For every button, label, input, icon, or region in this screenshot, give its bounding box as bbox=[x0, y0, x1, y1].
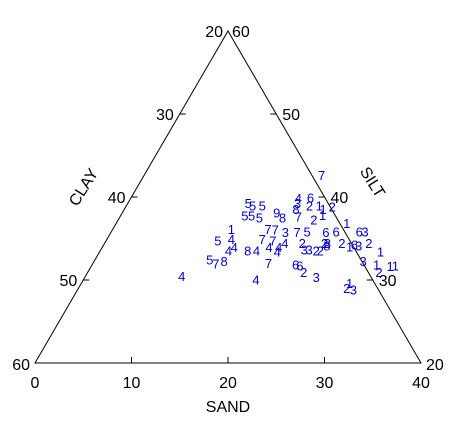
tick-labels: 0 10 20 30 40 60 50 40 30 20 60 50 40 30 20 bbox=[12, 24, 444, 392]
data-point: 1 bbox=[386, 259, 393, 274]
sand-tick-label: 10 bbox=[123, 375, 141, 392]
data-point: 6 bbox=[307, 190, 314, 205]
data-point: 4 bbox=[178, 269, 185, 284]
data-point: 2 bbox=[321, 236, 328, 251]
data-point: 1 bbox=[373, 258, 380, 273]
data-point: 3 bbox=[313, 270, 320, 285]
data-point: 9 bbox=[273, 205, 280, 220]
data-point: 7 bbox=[212, 257, 219, 272]
data-point: 5 bbox=[214, 234, 221, 249]
data-point: 4 bbox=[252, 273, 259, 288]
data-point: 1 bbox=[316, 199, 323, 214]
clay-tick-label: 60 bbox=[12, 357, 30, 374]
data-point: 3 bbox=[294, 196, 301, 211]
data-point: 1 bbox=[377, 244, 384, 259]
data-point: 5 bbox=[241, 209, 248, 224]
data-point: 5 bbox=[259, 199, 266, 214]
sand-tick-label: 40 bbox=[412, 375, 430, 392]
data-point: 2 bbox=[365, 236, 372, 251]
data-point: 1 bbox=[228, 222, 235, 237]
data-point: 2 bbox=[299, 236, 306, 251]
clay-tick-label: 20 bbox=[205, 24, 223, 41]
data-point: 6 bbox=[332, 224, 339, 239]
data-point: 2 bbox=[329, 200, 336, 215]
data-point: 1 bbox=[319, 202, 326, 217]
data-point: 2 bbox=[306, 199, 313, 214]
data-point: 2 bbox=[317, 243, 324, 258]
data-point: 4 bbox=[253, 243, 260, 258]
data-point: 4 bbox=[281, 236, 288, 251]
data-point: 8 bbox=[244, 243, 251, 258]
data-point: 4 bbox=[225, 243, 232, 258]
data-point: 4 bbox=[228, 232, 235, 247]
silt-axis-label: SILT bbox=[356, 164, 388, 201]
data-point: 4 bbox=[295, 191, 302, 206]
data-point: 1 bbox=[319, 208, 326, 223]
data-point: 6 bbox=[351, 238, 358, 253]
sand-tick-label: 20 bbox=[219, 375, 237, 392]
data-point: 7 bbox=[269, 234, 276, 249]
silt-tick-label: 40 bbox=[331, 190, 349, 207]
data-point: 3 bbox=[282, 225, 289, 240]
data-point: 6 bbox=[292, 258, 299, 273]
data-point: 4 bbox=[275, 240, 282, 255]
data-point: 5 bbox=[248, 209, 255, 224]
data-point: 7 bbox=[265, 256, 272, 271]
data-point: 8 bbox=[279, 210, 286, 225]
data-point: 2 bbox=[375, 265, 382, 280]
clay-tick-label: 30 bbox=[156, 107, 174, 124]
data-point: 4 bbox=[274, 244, 281, 259]
data-point: 3 bbox=[324, 236, 331, 251]
data-point: 5 bbox=[245, 196, 252, 211]
data-point: 7 bbox=[272, 223, 279, 238]
data-point: 7 bbox=[318, 168, 325, 183]
data-point: 8 bbox=[292, 202, 299, 217]
clay-tick-label: 40 bbox=[108, 190, 126, 207]
data-point: 1 bbox=[392, 258, 399, 273]
data-point: 5 bbox=[256, 210, 263, 225]
data-point: 4 bbox=[265, 240, 272, 255]
data-point: 6 bbox=[296, 258, 303, 273]
clay-tick-label: 50 bbox=[59, 273, 77, 290]
data-point: 1 bbox=[346, 276, 353, 291]
data-point: 5 bbox=[206, 253, 213, 268]
data-point: 2 bbox=[313, 243, 320, 258]
data-point: 7 bbox=[293, 225, 300, 240]
data-point: 4 bbox=[231, 240, 238, 255]
data-point: 3 bbox=[359, 254, 366, 269]
data-point: 2 bbox=[310, 213, 317, 228]
data-point: 8 bbox=[220, 254, 227, 269]
data-point: 2 bbox=[338, 236, 345, 251]
silt-tick-label: 60 bbox=[232, 24, 250, 41]
silt-tick-label: 30 bbox=[379, 273, 397, 290]
data-point: 3 bbox=[355, 239, 362, 254]
data-point: 6 bbox=[322, 225, 329, 240]
data-point: 5 bbox=[303, 224, 310, 239]
data-point: 1 bbox=[346, 239, 353, 254]
triangle-outline bbox=[34, 30, 422, 364]
ternary-frame bbox=[34, 30, 422, 364]
data-point: 3 bbox=[305, 243, 312, 258]
data-point: 3 bbox=[350, 283, 357, 298]
data-point: 5 bbox=[249, 199, 256, 214]
data-point: 1 bbox=[343, 216, 350, 231]
data-point: 3 bbox=[301, 243, 308, 258]
sand-tick-label: 30 bbox=[316, 375, 334, 392]
data-point: 7 bbox=[259, 232, 266, 247]
data-point: 8 bbox=[323, 239, 330, 254]
sand-axis-label: SAND bbox=[206, 399, 250, 416]
sand-tick-label: 0 bbox=[31, 375, 40, 392]
silt-tick-label: 50 bbox=[282, 107, 300, 124]
data-point: 2 bbox=[300, 265, 307, 280]
data-point: 6 bbox=[356, 224, 363, 239]
silt-tick-label: 20 bbox=[426, 357, 444, 374]
clay-axis-label: CLAY bbox=[66, 166, 102, 210]
data-point: 7 bbox=[264, 222, 271, 237]
data-point: 3 bbox=[361, 224, 368, 239]
data-point: 7 bbox=[295, 209, 302, 224]
data-point: 2 bbox=[343, 281, 350, 296]
